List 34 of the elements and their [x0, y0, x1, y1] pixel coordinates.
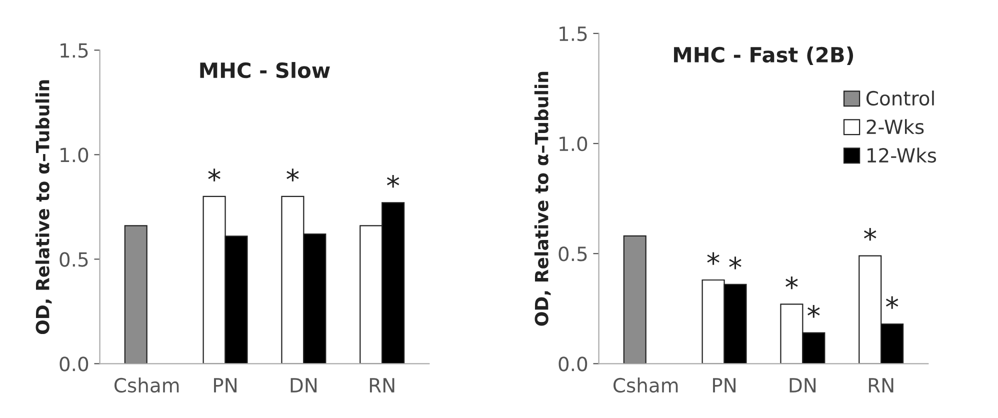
x-tick-label: DN	[290, 378, 317, 392]
annotation: *	[786, 276, 798, 290]
annotation: *	[864, 228, 876, 241]
y-tick-label: 0.5	[558, 246, 587, 262]
y-tick-label: 0.5	[60, 252, 88, 267]
annotation: *	[386, 174, 400, 188]
x-tick-label: RN	[370, 378, 394, 392]
chart-title: MHC - Slow	[200, 62, 330, 78]
annotation: *	[808, 305, 820, 318]
bar	[124, 225, 148, 364]
y-axis-title: OD, Relative to α–Tubulin	[35, 80, 52, 334]
y-axis-title: OD, Relative to α–Tubulin	[534, 72, 551, 326]
x-tick-label: PN	[214, 378, 236, 392]
annotation: *	[208, 168, 220, 182]
x-tick-label: RN	[868, 378, 894, 392]
x-tick-label: Csham	[114, 378, 179, 393]
y-tick-label: 1.0	[60, 148, 88, 162]
annotation: *	[707, 252, 720, 265]
annotation: *	[886, 296, 898, 309]
legend-label: Control	[866, 90, 934, 106]
x-tick-label: Csham	[613, 378, 678, 393]
y-tick-label: 1.5	[60, 43, 88, 58]
y-tick-label: 1.5	[560, 26, 587, 42]
y-tick-label: 0.0	[60, 356, 88, 372]
y-tick-label: 0.0	[558, 356, 588, 372]
x-tick-label: PN	[713, 378, 736, 392]
x-tick-label: DN	[790, 378, 816, 392]
y-tick-label: 1.0	[560, 136, 588, 152]
bar	[623, 235, 646, 364]
text: MHC - Fast (2B)	[674, 46, 854, 66]
legend-label: 2-Wks	[866, 119, 924, 134]
annotation: *	[729, 256, 742, 270]
legend-label: 12-Wks	[868, 148, 936, 163]
annotation: *	[286, 168, 299, 182]
